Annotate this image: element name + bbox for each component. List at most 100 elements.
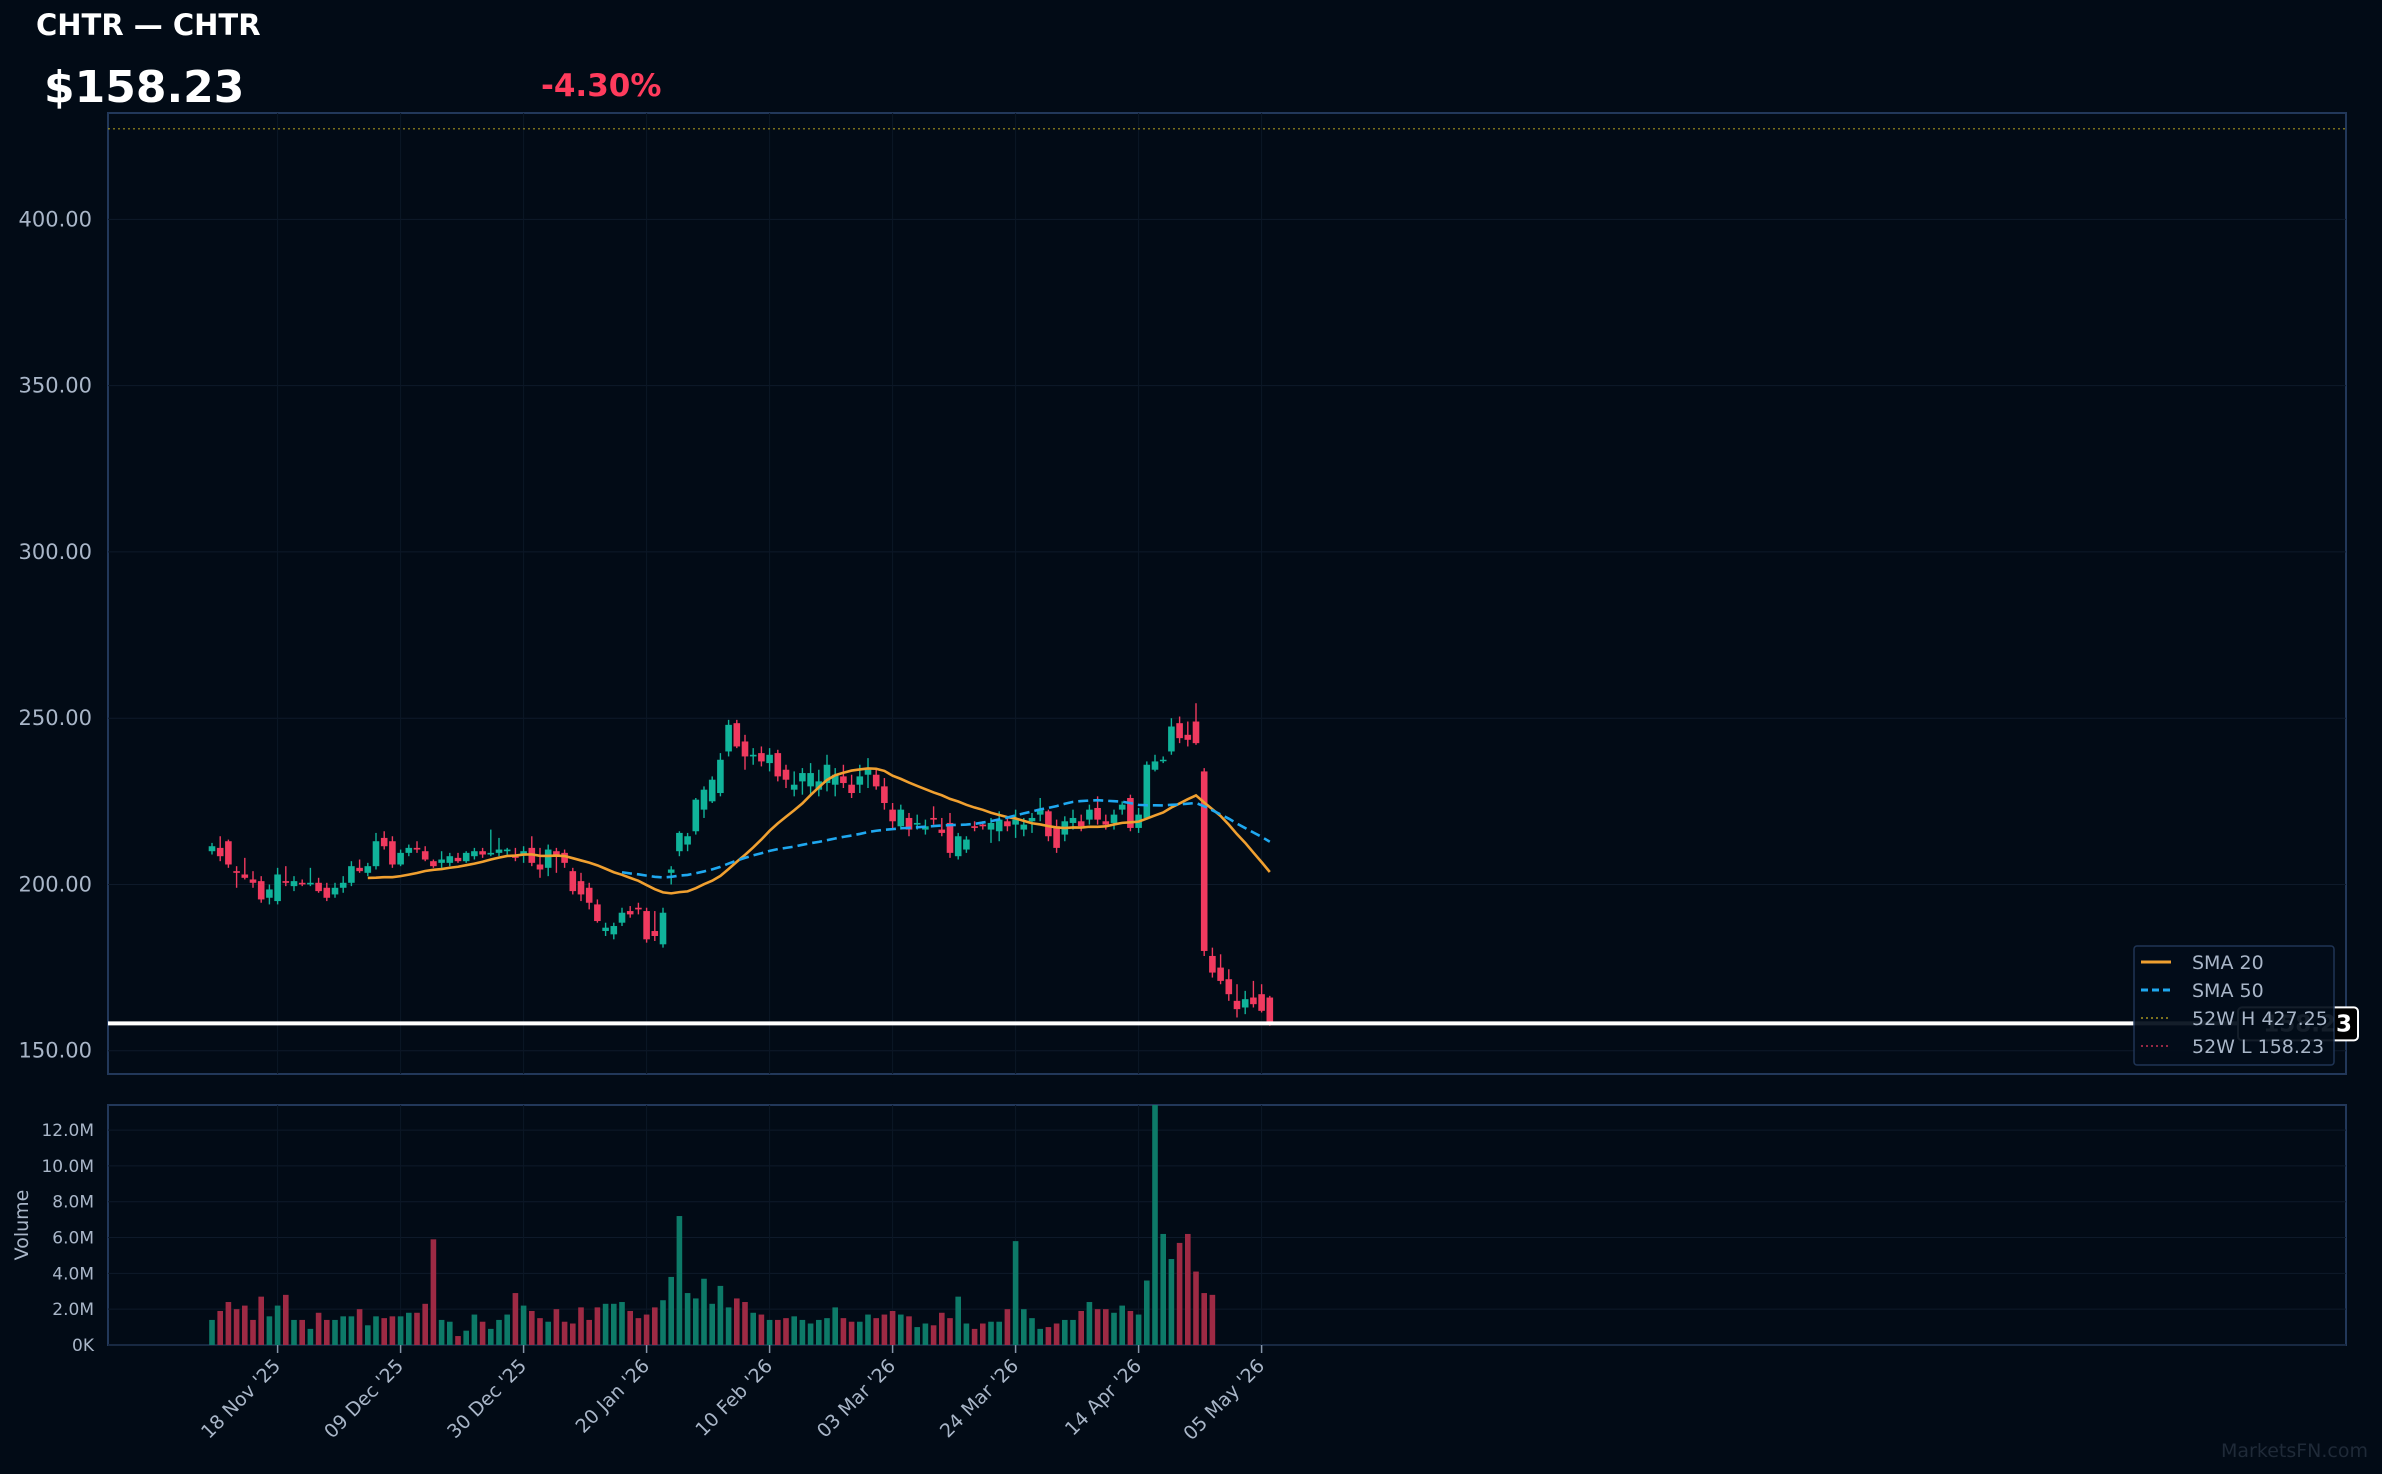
candle	[1241, 990, 1249, 1015]
volume-bar	[717, 1285, 724, 1345]
volume-bar	[438, 1319, 445, 1345]
candle-body	[635, 907, 642, 910]
candle-body	[1250, 997, 1257, 1005]
volume-bar	[742, 1302, 748, 1345]
candle-body	[840, 776, 847, 784]
candle	[1209, 947, 1216, 978]
volume-bar	[1037, 1328, 1043, 1345]
candle	[536, 847, 544, 878]
candle	[758, 746, 765, 767]
candle	[676, 831, 683, 857]
candle-body	[454, 857, 462, 862]
volume-tick-label: 4.0M	[52, 1264, 94, 1284]
candle	[938, 817, 946, 837]
candle-body	[323, 887, 331, 898]
volume-bar	[258, 1296, 264, 1345]
volume-bar	[1160, 1233, 1166, 1345]
candle-body	[930, 817, 937, 820]
candle-body	[438, 859, 445, 863]
volume-bar	[479, 1321, 486, 1345]
candle	[421, 846, 429, 862]
candle-body	[602, 927, 609, 932]
volume-bar	[873, 1318, 879, 1345]
candle	[405, 844, 413, 857]
candle-body	[348, 866, 355, 883]
candle	[635, 902, 642, 915]
candle	[766, 748, 773, 772]
candle	[372, 832, 380, 870]
candle	[1250, 980, 1257, 1008]
candle	[569, 867, 577, 895]
candle	[831, 768, 839, 797]
candle	[1086, 804, 1093, 825]
candle	[602, 922, 609, 937]
candle	[733, 719, 741, 749]
volume-tick-label: 2.0M	[52, 1300, 94, 1320]
candle-body	[397, 852, 404, 865]
candle	[446, 852, 454, 867]
candle	[872, 768, 880, 790]
candle	[282, 866, 290, 887]
candle-body	[815, 781, 823, 790]
candle-body	[577, 881, 585, 895]
candle-body	[1102, 821, 1110, 825]
volume-bar	[348, 1316, 355, 1345]
candle-body	[856, 776, 864, 785]
candle	[225, 839, 232, 868]
volume-bar	[397, 1316, 404, 1345]
volume-bar	[356, 1309, 363, 1345]
candle-body	[881, 786, 888, 803]
volume-bar	[406, 1312, 412, 1345]
candle	[561, 849, 568, 868]
candle-body	[1086, 809, 1093, 820]
candle-body	[487, 852, 495, 855]
candle-body	[282, 881, 290, 883]
candle-body	[1176, 723, 1183, 739]
volume-bar	[455, 1336, 461, 1345]
candle-body	[471, 851, 478, 857]
candle-body	[1077, 821, 1085, 827]
candle	[438, 851, 445, 868]
candle-body	[790, 784, 798, 790]
candle-body	[864, 769, 872, 775]
candle	[216, 836, 224, 862]
volume-bar	[758, 1314, 765, 1345]
candle-body	[380, 837, 388, 847]
volume-bar	[881, 1314, 888, 1345]
volume-bar	[734, 1298, 740, 1345]
candle	[298, 879, 306, 887]
candle-body	[626, 911, 634, 915]
candle-body	[782, 769, 790, 780]
x-tick-label: 03 Mar '26	[813, 1355, 900, 1442]
candle-body	[1159, 759, 1167, 762]
candle-body	[1200, 771, 1208, 951]
watermark: MarketsFN.com	[2221, 1440, 2368, 1462]
candle-body	[872, 774, 880, 787]
candle-body	[257, 881, 265, 900]
volume-tick-label: 6.0M	[52, 1229, 94, 1249]
candle	[454, 852, 462, 863]
candle-body	[708, 779, 716, 802]
volume-bar	[1086, 1302, 1093, 1345]
volume-bar	[832, 1307, 838, 1345]
candle	[799, 768, 806, 795]
candle-body	[1184, 734, 1192, 740]
candle	[864, 758, 872, 789]
candle-body	[749, 754, 757, 757]
candle-body	[684, 836, 691, 845]
volume-bar	[930, 1325, 937, 1345]
candle-body	[389, 841, 396, 865]
candle	[1012, 809, 1019, 838]
price-tick-label: 350.00	[19, 374, 92, 398]
candle-body	[339, 882, 347, 888]
candle	[487, 829, 495, 857]
candle-body	[1094, 807, 1101, 820]
volume-bar	[709, 1303, 715, 1345]
candle	[331, 882, 339, 898]
volume-bar	[980, 1323, 986, 1345]
volume-tick-label: 10.0M	[41, 1157, 94, 1177]
candle	[1266, 995, 1274, 1026]
candle	[741, 734, 749, 770]
candle-body	[479, 851, 486, 855]
sma20-line	[367, 767, 1271, 895]
